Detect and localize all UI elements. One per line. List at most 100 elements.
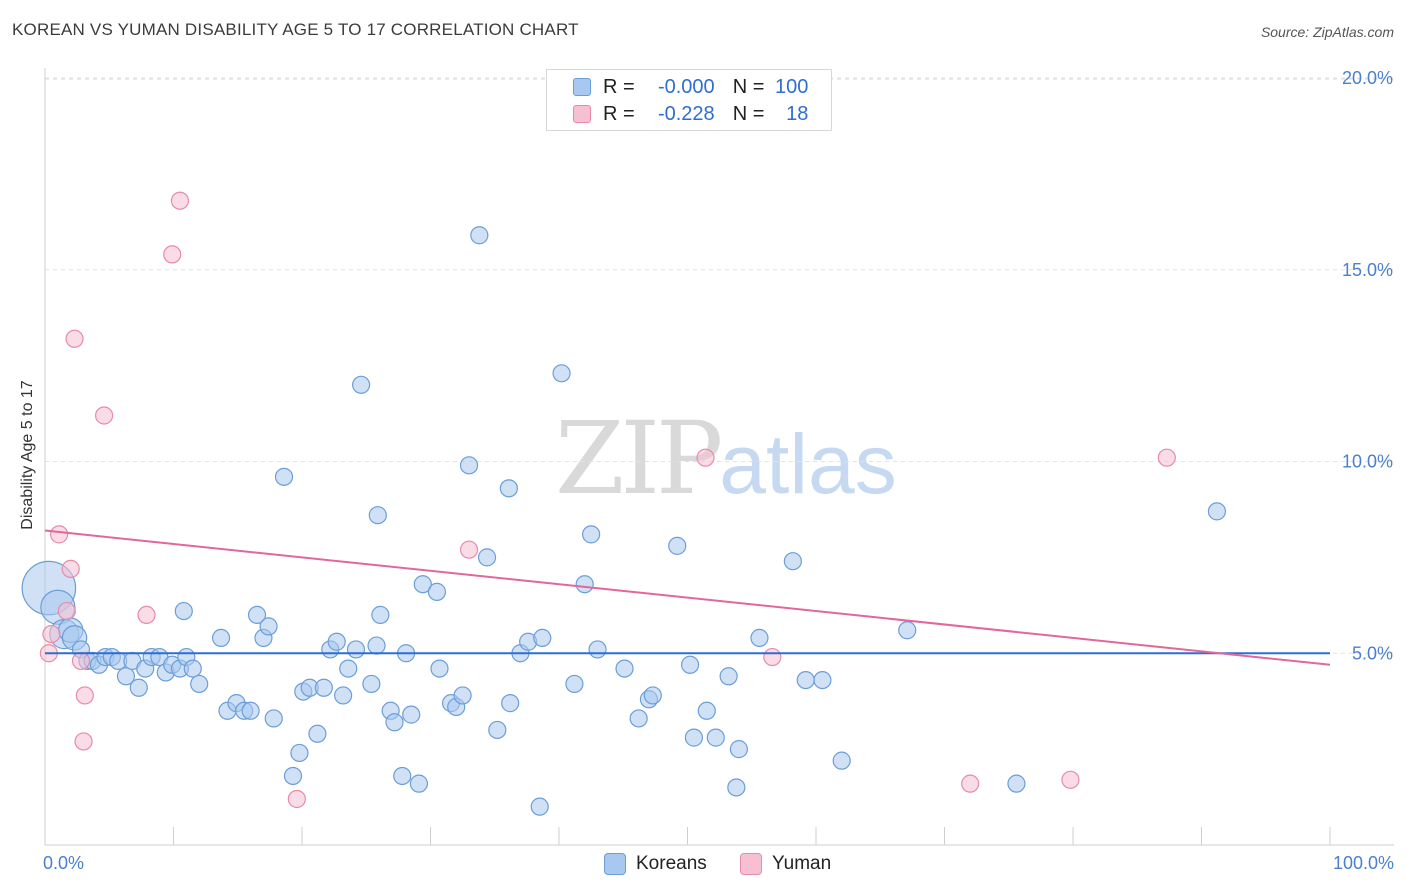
korean-point — [629, 709, 648, 728]
bottom-legend-swatch-koreans — [604, 853, 626, 875]
korean-point — [174, 601, 193, 621]
bottom-legend-label-koreans: Koreans — [636, 853, 707, 874]
legend-r-label: R = — [603, 75, 635, 98]
korean-point — [750, 628, 769, 648]
y-tick-labels: 5.0% 10.0% 15.0% 20.0% — [1342, 68, 1393, 663]
korean-point — [453, 686, 472, 705]
yuman-point — [763, 647, 782, 667]
bottom-legend-swatch-yuman — [740, 853, 762, 875]
korean-point — [501, 694, 520, 713]
korean-point — [211, 628, 231, 648]
y-tick-label: 10.0% — [1342, 452, 1393, 472]
korean-point — [190, 674, 209, 694]
korean-point — [427, 582, 447, 601]
trend-lines — [44, 529, 1331, 666]
y-tick-label: 5.0% — [1352, 643, 1393, 663]
yuman-point — [75, 686, 94, 705]
yuman-point — [459, 540, 479, 559]
korean-point — [393, 766, 412, 786]
grid-lines — [45, 77, 1394, 654]
legend-r-value-koreans: -0.000 — [657, 75, 715, 98]
y-tick-label: 20.0% — [1342, 68, 1393, 88]
yuman-point — [61, 559, 80, 578]
legend-n-value-yuman: 18 — [786, 102, 809, 125]
korean-point — [327, 632, 346, 651]
korean-point — [368, 506, 387, 525]
yuman-point — [50, 525, 69, 544]
series-koreans — [21, 226, 1227, 816]
yuman-point — [163, 245, 182, 264]
korean-point — [264, 709, 283, 728]
x-tick-label-max: 100.0% — [1333, 853, 1394, 873]
korean-point — [588, 640, 607, 659]
yuman-point — [170, 191, 190, 210]
legend-r-label: R = — [603, 102, 635, 125]
x-tick-label-min: 0.0% — [43, 853, 84, 873]
korean-point — [684, 728, 704, 747]
yuman-point — [42, 624, 61, 644]
yuman-point — [137, 605, 156, 625]
korean-point — [259, 617, 278, 636]
yuman-point — [287, 789, 306, 809]
bottom-legend-yuman: Yuman — [740, 852, 831, 876]
korean-point — [247, 605, 267, 625]
legend-n-label: N = — [732, 75, 765, 98]
korean-point — [552, 364, 571, 383]
source-label: Source: ZipAtlas.com — [1260, 24, 1394, 40]
korean-point — [283, 766, 303, 786]
yuman-point — [696, 448, 715, 467]
korean-point — [308, 724, 327, 743]
korean-point — [385, 713, 404, 732]
yuman-point — [95, 406, 114, 425]
korean-point — [470, 226, 489, 245]
yuman-point — [57, 601, 76, 621]
axes — [44, 68, 1394, 846]
watermark-zip: ZIP — [555, 400, 723, 517]
legend-n-label: N = — [732, 102, 765, 125]
legend-swatch-yuman — [573, 105, 591, 123]
korean-point — [459, 456, 479, 475]
korean-point — [346, 640, 366, 659]
korean-point — [729, 740, 749, 759]
korean-point — [339, 659, 358, 678]
chart-title: KOREAN VS YUMAN DISABILITY AGE 5 TO 17 C… — [12, 20, 579, 39]
korean-point — [274, 467, 294, 486]
korean-point — [499, 479, 518, 498]
korean-point — [565, 674, 584, 694]
yuman-point — [1061, 770, 1080, 789]
yuman-point — [74, 732, 93, 751]
yuman-point — [65, 329, 84, 348]
correlation-legend: R = -0.000 N = 100 R = -0.228 N = 18 — [546, 69, 832, 131]
korean-point — [352, 375, 371, 394]
yuman-point — [961, 774, 980, 793]
korean-point — [898, 621, 917, 640]
korean-point — [241, 701, 260, 720]
watermark: ZIPatlas — [555, 400, 897, 517]
yuman-point — [1157, 448, 1176, 467]
korean-point — [362, 674, 381, 694]
korean-point — [533, 628, 552, 648]
yuman-point — [71, 651, 91, 671]
korean-point — [680, 655, 700, 674]
legend-r-value-yuman: -0.228 — [657, 102, 715, 125]
series-yuman — [39, 191, 1176, 809]
korean-point — [727, 778, 746, 797]
korean-point — [668, 536, 687, 555]
korean-point — [116, 667, 136, 686]
korean-point — [706, 728, 725, 747]
korean-point — [697, 701, 716, 720]
trend-line-yuman — [44, 529, 1331, 666]
legend-row-koreans: R = -0.000 N = 100 — [573, 75, 808, 99]
korean-point — [530, 797, 549, 816]
korean-point — [477, 548, 497, 567]
korean-point — [783, 552, 802, 571]
korean-point — [1007, 774, 1026, 793]
korean-point — [575, 575, 594, 594]
korean-point — [796, 670, 815, 690]
korean-point — [129, 678, 148, 697]
korean-point — [314, 678, 333, 697]
korean-point — [367, 636, 386, 655]
legend-swatch-koreans — [573, 78, 591, 96]
korean-point — [183, 659, 202, 678]
